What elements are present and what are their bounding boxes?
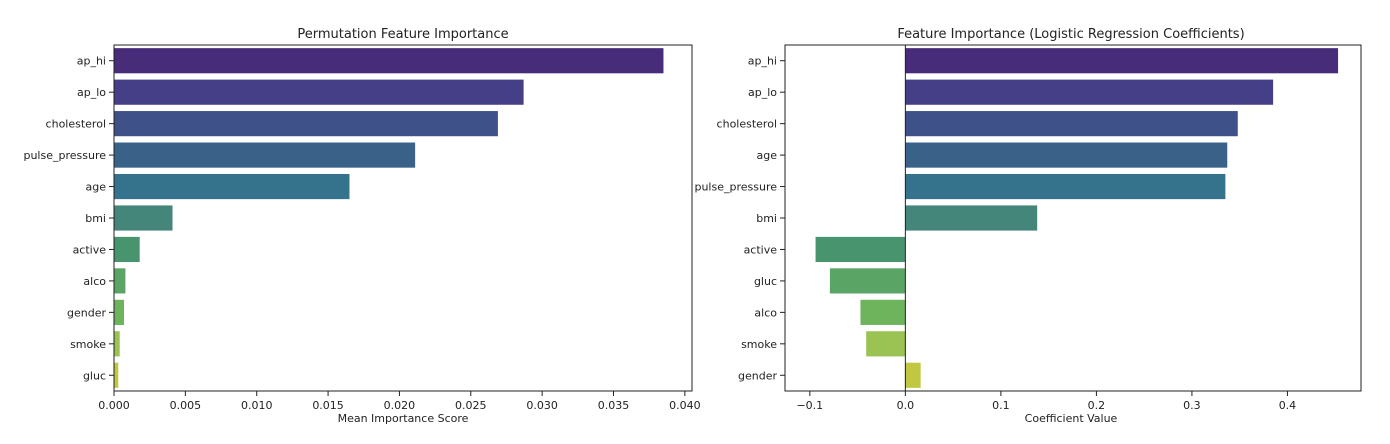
bar-gender <box>905 362 921 388</box>
y-tick-label: age <box>86 181 107 194</box>
x-tick-label: 0.035 <box>598 399 630 412</box>
y-tick-label: alco <box>754 306 777 319</box>
x-tick-label: 0.2 <box>1088 399 1106 412</box>
bar-bmi <box>114 205 173 231</box>
y-tick-label: alco <box>83 275 106 288</box>
x-ticks-group: 0.000 0.005 0.010 0.015 0.020 0.025 0.030 0.035… <box>98 391 701 412</box>
bar-active <box>114 236 140 263</box>
bar-ap_hi <box>905 48 1339 74</box>
y-tick-label: age <box>757 149 778 162</box>
bar-ap_lo <box>114 79 524 105</box>
y-tick-label: cholesterol <box>46 118 106 131</box>
x-tick-label: 0.4 <box>1279 399 1297 412</box>
y-tick-label: gluc <box>83 369 106 382</box>
x-tick-label: 0.0 <box>897 399 915 412</box>
y-tick-label: ap_hi <box>77 55 106 68</box>
x-tick-label: 0.030 <box>526 399 558 412</box>
y-tick-label: active <box>73 243 107 256</box>
y-tick-label: smoke <box>70 338 106 351</box>
x-tick-label: 0.1 <box>992 399 1010 412</box>
y-tick-label: bmi <box>85 212 106 225</box>
y-tick-label: smoke <box>741 338 777 351</box>
bar-cholesterol <box>114 111 498 137</box>
permutation-importance-chart: Permutation Feature Importance 0.000 0.00… <box>23 27 700 425</box>
bar-smoke <box>866 331 906 357</box>
bar-alco <box>114 268 126 294</box>
y-tick-label: active <box>744 243 778 256</box>
x-tick-label: 0.000 <box>98 399 130 412</box>
y-tick-label: cholesterol <box>717 118 777 131</box>
bar-pulse_pressure <box>114 142 416 168</box>
y-ticks-group: ap_hi ap_lo cholesterol age pulse_pressurebm… <box>694 55 785 382</box>
x-tick-label: 0.025 <box>455 399 487 412</box>
bar-smoke <box>114 331 120 357</box>
bar-active <box>815 236 906 263</box>
y-tick-label: ap_lo <box>77 86 106 99</box>
x-tick-label: 0.3 <box>1183 399 1201 412</box>
x-tick-label: 0.040 <box>669 399 701 412</box>
bars-group <box>114 48 664 388</box>
x-tick-label: 0.015 <box>312 399 344 412</box>
bar-alco <box>860 299 906 325</box>
bar-gender <box>114 299 124 325</box>
bar-bmi <box>905 205 1038 231</box>
y-tick-label: bmi <box>756 212 777 225</box>
bar-ap_lo <box>905 79 1274 105</box>
y-tick-label: gluc <box>754 275 777 288</box>
x-tick-label: 0.020 <box>384 399 416 412</box>
x-axis-title: Coefficient Value <box>1025 412 1118 425</box>
bar-cholesterol <box>905 111 1238 137</box>
bars-group <box>815 48 1339 388</box>
bar-age <box>114 173 350 200</box>
y-tick-label: ap_lo <box>748 86 777 99</box>
y-tick-label: gender <box>67 306 106 319</box>
y-tick-label: pulse_pressure <box>694 181 777 194</box>
x-tick-label: 0.005 <box>170 399 202 412</box>
y-tick-label: ap_hi <box>748 55 777 68</box>
x-axis-title: Mean Importance Score <box>338 412 469 425</box>
logistic-coefficients-chart: Feature Importance (Logistic Regression … <box>694 27 1362 425</box>
chart-title: Feature Importance (Logistic Regression … <box>897 27 1244 42</box>
bar-gluc <box>114 362 119 388</box>
x-ticks-group: −0.1 0.0 0.1 0.2 0.3 0.4 <box>796 391 1296 412</box>
bar-ap_hi <box>114 48 664 74</box>
x-tick-label: 0.010 <box>241 399 273 412</box>
bar-gluc <box>829 268 906 294</box>
chart-title: Permutation Feature Importance <box>297 27 508 42</box>
bar-age <box>905 142 1228 168</box>
x-tick-label: −0.1 <box>796 399 823 412</box>
y-tick-label: gender <box>738 369 777 382</box>
bar-pulse_pressure <box>905 173 1226 200</box>
y-tick-label: pulse_pressure <box>23 149 106 162</box>
